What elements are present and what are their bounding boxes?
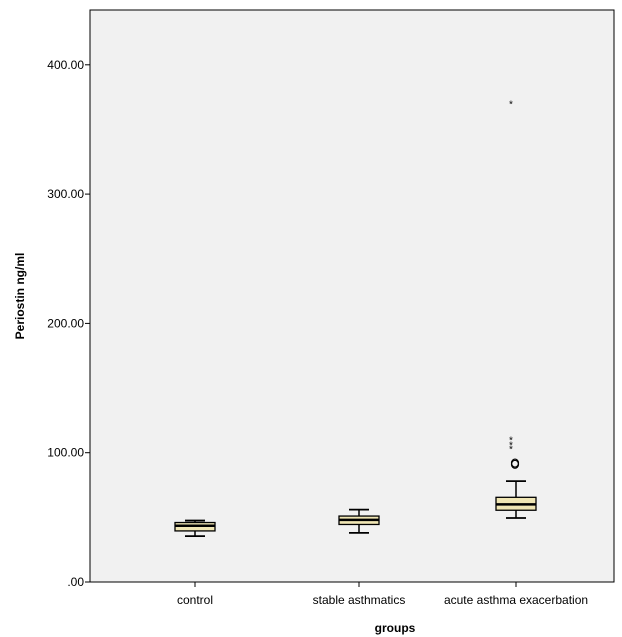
y-tick-label: 200.00 [47,316,84,330]
y-tick-label: 400.00 [47,58,84,72]
x-tick-label: stable asthmatics [313,593,406,607]
y-tick-label: .00 [67,575,84,589]
box-group [174,519,216,537]
plot-area [89,9,615,583]
box-group: **** [495,99,537,519]
extreme-marker: * [509,441,513,452]
y-axis-title: Periostin ng/ml [13,253,27,340]
extreme-marker: * [509,445,513,456]
extreme-marker: * [509,99,513,110]
y-tick-label: 100.00 [47,446,84,460]
x-axis: control stable asthmatics acute asthma exa… [177,582,588,607]
x-tick-label: acute asthma exacerbation [444,593,588,607]
boxes: **** [174,99,537,537]
y-axis: .00 100.00 200.00 300.00 400.00 [47,58,90,589]
outlier-marker [510,458,520,468]
x-axis-title: groups [375,621,416,635]
y-tick-label: 300.00 [47,187,84,201]
extreme-marker: * [509,435,513,446]
box-group [338,508,380,534]
x-tick-label: control [177,593,213,607]
